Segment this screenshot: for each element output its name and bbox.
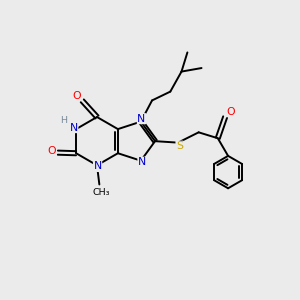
Text: O: O xyxy=(226,107,235,117)
Text: CH₃: CH₃ xyxy=(92,188,110,197)
Text: N: N xyxy=(138,157,146,167)
Text: N: N xyxy=(137,114,146,124)
Text: H: H xyxy=(60,116,67,125)
Text: O: O xyxy=(73,91,81,100)
Text: N: N xyxy=(70,123,78,133)
Text: N: N xyxy=(94,161,102,172)
Text: S: S xyxy=(176,141,183,151)
Text: O: O xyxy=(48,146,56,157)
